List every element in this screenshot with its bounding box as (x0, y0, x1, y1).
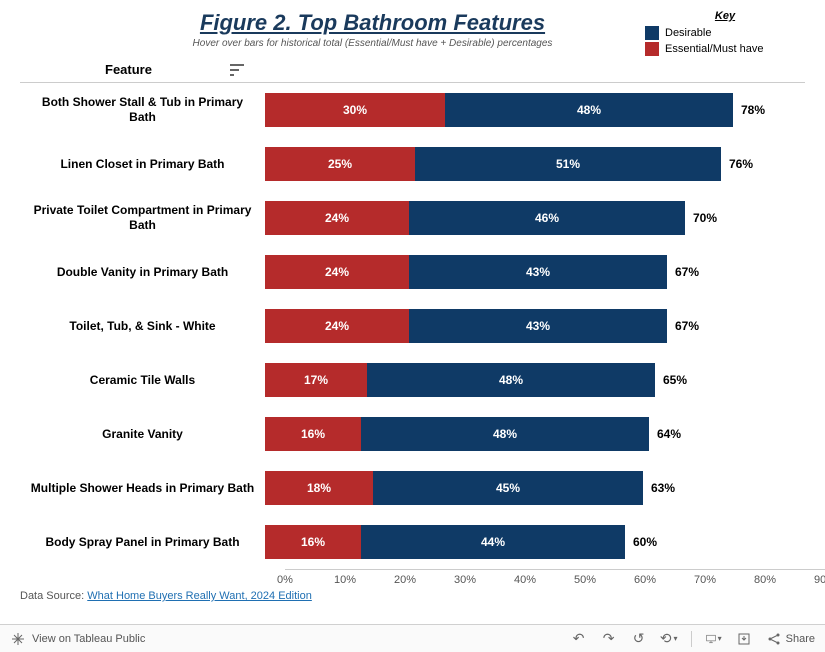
bar-segment-desirable[interactable]: 51% (415, 147, 721, 181)
table-row: Toilet, Tub, & Sink - White24%43% 67% (20, 299, 805, 353)
legend-item[interactable]: Essential/Must have (645, 42, 805, 56)
chart-title[interactable]: Figure 2. Top Bathroom Features (100, 10, 645, 36)
bar-area: 24%43% 67% (265, 245, 805, 299)
chart-subtitle: Hover over bars for historical total (Es… (100, 38, 645, 49)
bar-area: 30%48% 78% (265, 83, 805, 137)
replay-icon[interactable]: ↺ (631, 631, 647, 647)
feature-label: Both Shower Stall & Tub in Primary Bath (20, 95, 265, 125)
bar-area: 18%45% 63% (265, 461, 805, 515)
bar-segment-essential[interactable]: 17% (265, 363, 367, 397)
table-row: Ceramic Tile Walls17%48% 65% (20, 353, 805, 407)
toolbar: View on Tableau Public ↶ ↷ ↺ ⟲▾ ▾ Share (0, 624, 825, 652)
table-row: Linen Closet in Primary Bath25%51% 76% (20, 137, 805, 191)
bar-segment-essential[interactable]: 30% (265, 93, 445, 127)
feature-label: Ceramic Tile Walls (20, 373, 265, 388)
table-row: Double Vanity in Primary Bath24%43% 67% (20, 245, 805, 299)
bar-segment-essential[interactable]: 24% (265, 201, 409, 235)
feature-label: Multiple Shower Heads in Primary Bath (20, 481, 265, 496)
feature-label: Body Spray Panel in Primary Bath (20, 535, 265, 550)
axis-tick: 90% (814, 574, 825, 586)
axis-tick: 30% (454, 574, 476, 586)
feature-label: Double Vanity in Primary Bath (20, 265, 265, 280)
revert-icon[interactable]: ⟲▾ (661, 631, 677, 647)
bar-segment-essential[interactable]: 16% (265, 525, 361, 559)
bar-area: 17%48% 65% (265, 353, 805, 407)
share-button[interactable]: Share (766, 631, 815, 647)
legend-item[interactable]: Desirable (645, 26, 805, 40)
total-label: 65% (663, 373, 687, 387)
feature-label: Toilet, Tub, & Sink - White (20, 319, 265, 334)
bar-segment-essential[interactable]: 18% (265, 471, 373, 505)
legend-swatch (645, 26, 659, 40)
column-header-feature[interactable]: Feature (105, 62, 152, 77)
bar-segment-desirable[interactable]: 43% (409, 255, 667, 289)
tableau-logo-icon (10, 631, 26, 647)
bar-segment-essential[interactable]: 16% (265, 417, 361, 451)
total-label: 70% (693, 211, 717, 225)
bar-area: 16%48% 64% (265, 407, 805, 461)
bar-segment-desirable[interactable]: 48% (445, 93, 733, 127)
data-source: Data Source: What Home Buyers Really Wan… (20, 590, 312, 602)
total-label: 67% (675, 319, 699, 333)
download-icon[interactable] (736, 631, 752, 647)
axis-tick: 0% (277, 574, 293, 586)
axis-tick: 40% (514, 574, 536, 586)
total-label: 64% (657, 427, 681, 441)
axis-tick: 60% (634, 574, 656, 586)
axis-tick: 20% (394, 574, 416, 586)
legend-label: Desirable (665, 27, 711, 39)
total-label: 60% (633, 535, 657, 549)
bar-segment-desirable[interactable]: 43% (409, 309, 667, 343)
legend-swatch (645, 42, 659, 56)
view-on-tableau-label: View on Tableau Public (32, 633, 145, 645)
table-row: Both Shower Stall & Tub in Primary Bath3… (20, 83, 805, 137)
table-row: Body Spray Panel in Primary Bath16%44% 60… (20, 515, 805, 569)
undo-icon[interactable]: ↶ (571, 631, 587, 647)
table-row: Granite Vanity16%48% 64% (20, 407, 805, 461)
toolbar-separator (691, 631, 692, 647)
bar-area: 24%43% 67% (265, 299, 805, 353)
bar-area: 24%46% 70% (265, 191, 805, 245)
redo-icon[interactable]: ↷ (601, 631, 617, 647)
bar-segment-desirable[interactable]: 44% (361, 525, 625, 559)
bar-area: 25%51% 76% (265, 137, 805, 191)
sort-icon[interactable] (230, 64, 244, 79)
feature-label: Private Toilet Compartment in Primary Ba… (20, 203, 265, 233)
total-label: 76% (729, 157, 753, 171)
axis-tick: 50% (574, 574, 596, 586)
total-label: 63% (651, 481, 675, 495)
bar-segment-desirable[interactable]: 48% (367, 363, 655, 397)
bar-segment-desirable[interactable]: 45% (373, 471, 643, 505)
presentation-icon[interactable]: ▾ (706, 631, 722, 647)
share-label: Share (786, 633, 815, 645)
bar-segment-essential[interactable]: 24% (265, 255, 409, 289)
bar-segment-essential[interactable]: 24% (265, 309, 409, 343)
bar-segment-essential[interactable]: 25% (265, 147, 415, 181)
share-icon (766, 631, 782, 647)
bar-segment-desirable[interactable]: 48% (361, 417, 649, 451)
legend-title: Key (645, 10, 805, 22)
bar-area: 16%44% 60% (265, 515, 805, 569)
bar-segment-desirable[interactable]: 46% (409, 201, 685, 235)
legend: Key Desirable Essential/Must have (645, 10, 805, 58)
chart-area: Both Shower Stall & Tub in Primary Bath3… (20, 82, 805, 569)
axis-tick: 10% (334, 574, 356, 586)
table-row: Private Toilet Compartment in Primary Ba… (20, 191, 805, 245)
view-on-tableau-button[interactable]: View on Tableau Public (10, 631, 145, 647)
data-source-link[interactable]: What Home Buyers Really Want, 2024 Editi… (87, 590, 312, 602)
feature-label: Linen Closet in Primary Bath (20, 157, 265, 172)
legend-label: Essential/Must have (665, 43, 763, 55)
x-axis: 0%10%20%30%40%50%60%70%80%90% (285, 569, 825, 570)
total-label: 78% (741, 103, 765, 117)
feature-label: Granite Vanity (20, 427, 265, 442)
axis-tick: 70% (694, 574, 716, 586)
table-row: Multiple Shower Heads in Primary Bath18%… (20, 461, 805, 515)
total-label: 67% (675, 265, 699, 279)
axis-tick: 80% (754, 574, 776, 586)
